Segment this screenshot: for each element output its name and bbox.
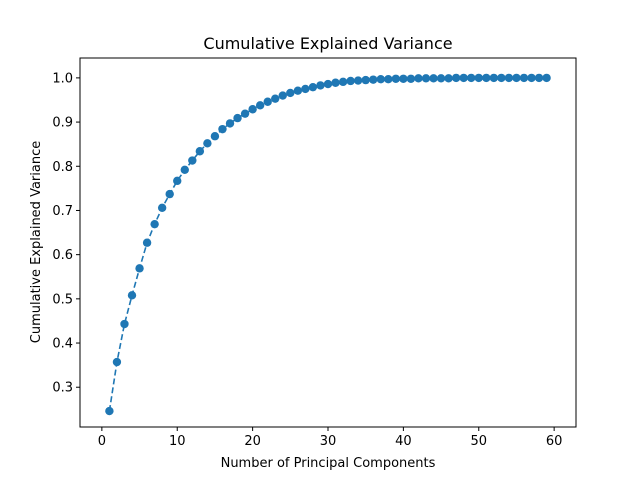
y-tick-label-6: 0.9	[52, 116, 73, 131]
data-point-20	[248, 105, 257, 114]
data-point-19	[240, 109, 250, 118]
data-point-13	[195, 147, 205, 156]
y-axis-ticks: 0.3 0.4 0.5 0.6 0.7 0.8 0.9 1.0	[52, 71, 80, 396]
data-point-52	[489, 73, 499, 83]
x-tick-label-0: 0	[98, 434, 106, 449]
x-tick-label-30: 30	[320, 434, 337, 449]
data-point-43	[421, 74, 431, 83]
data-point-31	[331, 78, 340, 87]
x-axis-ticks: 0 10 20 30 40 50 60	[98, 427, 563, 449]
y-axis-label: Cumulative Explained Variance	[29, 141, 44, 343]
series-layer	[105, 73, 551, 416]
data-point-59	[542, 73, 551, 83]
data-point-12	[188, 156, 197, 165]
x-tick-label-60: 60	[546, 434, 563, 449]
data-point-24	[278, 91, 287, 100]
y-tick-label-2: 0.5	[52, 292, 73, 307]
data-point-40	[399, 74, 408, 83]
data-point-44	[429, 74, 438, 83]
data-point-17	[225, 119, 235, 128]
data-point-8	[157, 203, 167, 213]
data-point-5	[135, 264, 144, 273]
data-point-50	[474, 73, 483, 83]
data-point-23	[271, 94, 280, 103]
x-tick-label-50: 50	[470, 434, 487, 449]
data-point-48	[459, 73, 468, 83]
y-tick-label-3: 0.6	[52, 248, 73, 263]
data-point-1	[105, 406, 114, 416]
y-tick-label-0: 0.3	[52, 381, 73, 396]
data-point-16	[218, 124, 227, 134]
data-point-3	[120, 319, 129, 329]
data-point-11	[180, 165, 189, 174]
data-point-45	[436, 74, 446, 83]
data-point-49	[467, 73, 476, 83]
data-point-29	[316, 81, 325, 90]
chart-title: Cumulative Explained Variance	[203, 34, 452, 53]
data-point-38	[384, 75, 393, 84]
data-point-47	[451, 73, 461, 83]
data-point-9	[165, 189, 174, 199]
data-point-7	[150, 219, 159, 229]
x-tick-label-10: 10	[169, 434, 186, 449]
data-point-37	[376, 75, 385, 84]
data-point-18	[233, 113, 242, 123]
data-point-30	[323, 79, 333, 89]
data-point-41	[406, 74, 416, 83]
data-point-55	[512, 73, 521, 83]
data-point-56	[519, 73, 529, 83]
x-tick-label-40: 40	[395, 434, 412, 449]
data-point-51	[482, 73, 491, 83]
data-point-35	[361, 75, 370, 85]
y-tick-label-1: 0.4	[52, 337, 73, 352]
x-tick-label-20: 20	[244, 434, 261, 449]
data-point-58	[534, 73, 544, 83]
data-point-28	[308, 82, 318, 92]
x-axis-label: Number of Principal Components	[221, 456, 436, 471]
data-point-42	[414, 74, 423, 83]
y-tick-label-4: 0.7	[52, 204, 73, 219]
data-point-26	[293, 86, 303, 95]
data-point-53	[497, 73, 506, 83]
y-tick-label-5: 0.8	[52, 160, 73, 175]
data-point-21	[255, 101, 265, 110]
data-point-15	[210, 132, 220, 141]
data-point-32	[338, 77, 348, 87]
data-point-25	[286, 88, 295, 98]
y-tick-label-7: 1.0	[52, 71, 73, 86]
data-point-2	[112, 357, 122, 367]
data-point-6	[142, 238, 152, 247]
data-point-54	[504, 73, 514, 83]
data-point-33	[346, 76, 355, 86]
data-point-36	[369, 75, 378, 84]
data-point-4	[127, 291, 137, 300]
data-point-22	[263, 97, 272, 106]
data-point-34	[353, 76, 363, 85]
data-point-10	[173, 176, 182, 186]
data-point-57	[527, 73, 536, 83]
data-point-14	[203, 139, 212, 148]
data-point-39	[391, 74, 401, 83]
data-point-46	[444, 74, 453, 83]
data-point-27	[301, 84, 310, 94]
